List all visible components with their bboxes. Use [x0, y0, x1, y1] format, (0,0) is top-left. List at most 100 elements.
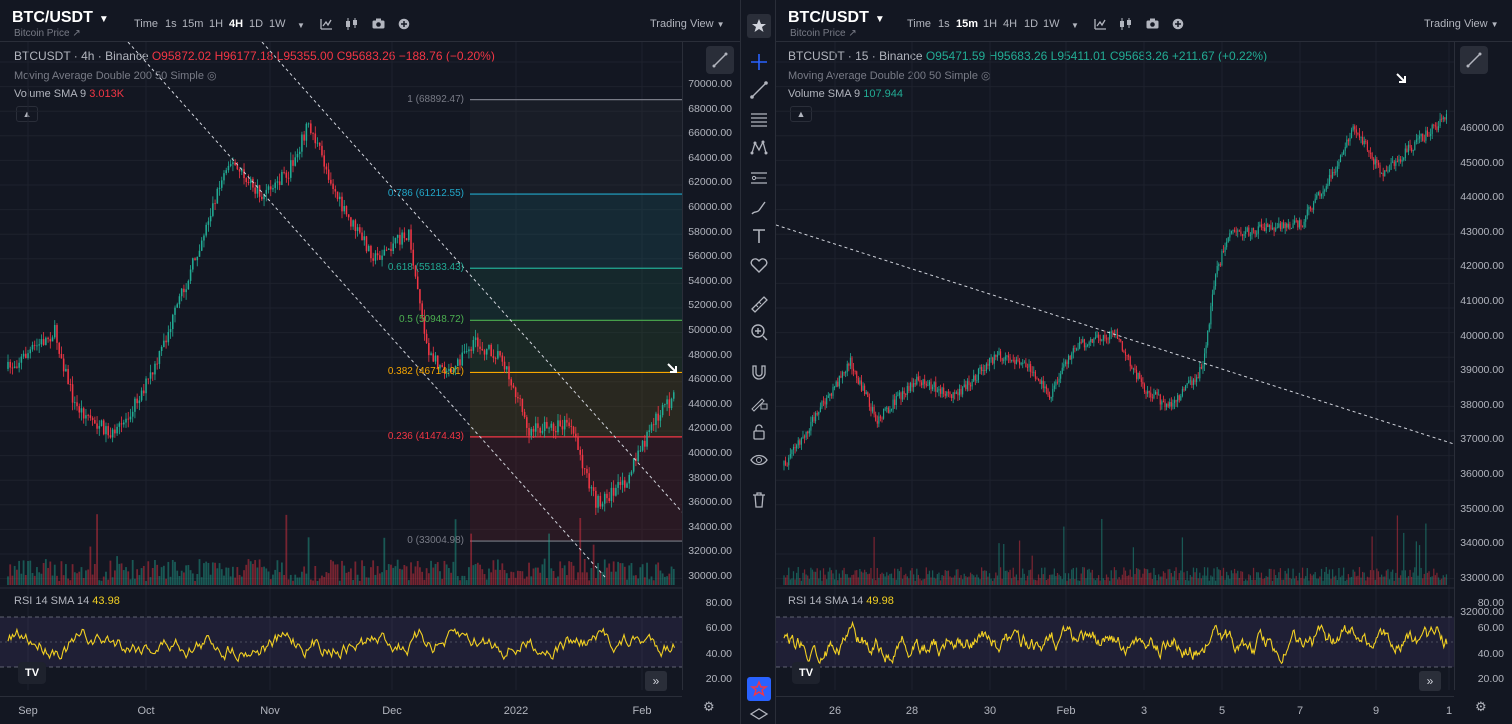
candles-icon[interactable] [1119, 18, 1133, 33]
right-time-axis[interactable]: 26 28 30 Feb 3 5 7 9 1 [776, 696, 1454, 724]
draw-trend-icon[interactable] [706, 46, 734, 74]
indicator-icon[interactable] [1094, 18, 1107, 33]
lock-draw-icon[interactable] [747, 390, 771, 414]
add-icon[interactable] [398, 18, 410, 33]
brush-icon[interactable] [747, 196, 771, 220]
fib-icon[interactable] [747, 108, 771, 132]
tf-15m[interactable]: 15m [182, 18, 204, 30]
right-price-chart[interactable] [776, 42, 1454, 690]
candles-icon[interactable] [345, 18, 359, 33]
left-ma-indicator[interactable]: Moving Average Double 200 50 Simple ◎ [14, 70, 217, 82]
eye-icon[interactable] [747, 448, 771, 472]
tf-1d[interactable]: 1D [249, 18, 264, 30]
prediction-icon[interactable] [747, 166, 771, 190]
text-icon[interactable] [747, 224, 771, 248]
left-symbol[interactable]: BTC/USDT ▼ [12, 9, 109, 26]
star-icon[interactable] [747, 14, 771, 38]
heart-icon[interactable] [747, 253, 771, 277]
magnet-icon[interactable] [747, 360, 771, 384]
volume-bar [1132, 547, 1135, 585]
chevron-down-icon[interactable]: ▼ [874, 14, 885, 25]
trading-view-menu[interactable]: Trading View ▼ [650, 18, 725, 30]
favorite-star-icon[interactable] [747, 677, 771, 701]
chevron-down-icon[interactable]: ▼ [297, 21, 305, 30]
candles [7, 120, 675, 516]
left-price-chart[interactable] [0, 42, 682, 690]
candle-body [1082, 339, 1084, 343]
candle-body [1003, 359, 1005, 361]
candle-body [927, 385, 929, 387]
candle-body [1180, 395, 1182, 401]
right-price-axis[interactable]: 46000.00 45000.00 44000.00 43000.00 42000.00… [1454, 42, 1512, 690]
volume-bar [973, 575, 975, 585]
tf-time[interactable]: Time [134, 18, 159, 30]
add-icon[interactable] [1172, 18, 1184, 33]
layers-icon[interactable] [747, 704, 771, 724]
volume-bar [517, 570, 519, 585]
pattern-icon[interactable] [747, 136, 771, 160]
candle-body [935, 382, 937, 392]
tf-1w[interactable]: 1W [269, 18, 286, 30]
indicator-icon[interactable] [320, 18, 333, 33]
tf-1d[interactable]: 1D [1024, 18, 1039, 30]
volume-bar [16, 569, 18, 585]
candle-body [1381, 172, 1383, 174]
trash-icon[interactable] [747, 488, 771, 512]
volume-bar [29, 560, 32, 585]
lock-icon[interactable] [747, 420, 771, 444]
scroll-to-latest-icon[interactable]: » [1419, 671, 1441, 691]
ruler-icon[interactable] [747, 292, 771, 316]
right-subtitle[interactable]: Bitcoin Price ↗ [790, 28, 857, 39]
crosshair-icon[interactable] [747, 50, 771, 74]
tf-1s[interactable]: 1s [165, 18, 177, 30]
volume-bar [1219, 570, 1221, 585]
tf-15m[interactable]: 15m [956, 18, 979, 30]
candle-body [1170, 401, 1172, 407]
tf-4h[interactable]: 4H [1003, 18, 1018, 30]
eye-off-icon[interactable]: ◎ [981, 70, 991, 82]
eye-off-icon[interactable]: ◎ [207, 70, 217, 82]
candle-body [1189, 380, 1191, 382]
chevron-down-icon[interactable]: ▼ [1071, 21, 1079, 30]
volume-bar [848, 577, 850, 585]
volume-bar [1137, 568, 1139, 585]
settings-gear-icon[interactable]: ⚙ [703, 699, 715, 714]
left-price-axis[interactable]: 70000.00 68000.00 66000.00 64000.00 62000.00… [682, 42, 740, 690]
candle-body [263, 193, 265, 200]
volume-bar [659, 570, 662, 585]
volume-bar [1417, 575, 1419, 585]
collapse-legend-button[interactable]: ▲ [16, 106, 38, 122]
trading-view-menu[interactable]: Trading View ▼ [1424, 18, 1499, 30]
zoom-in-icon[interactable] [747, 320, 771, 344]
volume-bar [1248, 574, 1250, 585]
collapse-legend-button[interactable]: ▲ [790, 106, 812, 122]
tf-4h[interactable]: 4H [229, 18, 244, 30]
candle-body [1393, 161, 1395, 166]
chevron-down-icon[interactable]: ▼ [98, 14, 109, 25]
draw-trend-icon[interactable] [1460, 46, 1488, 74]
tf-1s[interactable]: 1s [938, 18, 950, 30]
right-chart-pane[interactable]: BTC/USDT ▼ Bitcoin Price ↗ Time 1s 15m 1H… [776, 0, 1512, 724]
left-chart-pane[interactable]: BTC/USDT ▼ Bitcoin Price ↗ Time 1s 15m 1H… [0, 0, 740, 724]
right-rsi-indicator[interactable]: RSI 14 SMA 14 49.98 [788, 595, 894, 607]
tf-time[interactable]: Time [907, 18, 932, 30]
left-subtitle[interactable]: Bitcoin Price ↗ [14, 28, 81, 39]
candle-body [794, 446, 796, 449]
tf-1h[interactable]: 1H [209, 18, 224, 30]
tf-1h[interactable]: 1H [983, 18, 998, 30]
scroll-to-latest-icon[interactable]: » [645, 671, 667, 691]
settings-gear-icon[interactable]: ⚙ [1475, 699, 1487, 714]
camera-icon[interactable] [372, 18, 385, 32]
left-time-axis[interactable]: Sep Oct Nov Dec 2022 Feb [0, 696, 682, 724]
left-rsi-indicator[interactable]: RSI 14 SMA 14 43.98 [14, 595, 120, 607]
volume-bar [338, 580, 341, 585]
left-volume-indicator[interactable]: Volume SMA 9 3.013K [14, 88, 125, 100]
tf-1w[interactable]: 1W [1043, 18, 1060, 30]
camera-icon[interactable] [1146, 18, 1159, 32]
trend-line-dashed[interactable] [776, 224, 1454, 445]
volume-bar [950, 577, 953, 585]
right-volume-indicator[interactable]: Volume SMA 9 107.944 [788, 88, 903, 100]
volume-bar [9, 564, 12, 585]
right-symbol[interactable]: BTC/USDT ▼ [788, 9, 885, 26]
trend-line-icon[interactable] [747, 78, 771, 102]
